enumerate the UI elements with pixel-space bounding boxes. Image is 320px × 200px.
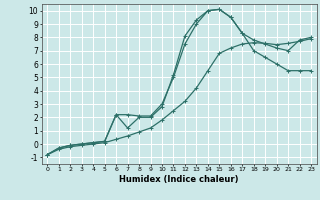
X-axis label: Humidex (Indice chaleur): Humidex (Indice chaleur) — [119, 175, 239, 184]
